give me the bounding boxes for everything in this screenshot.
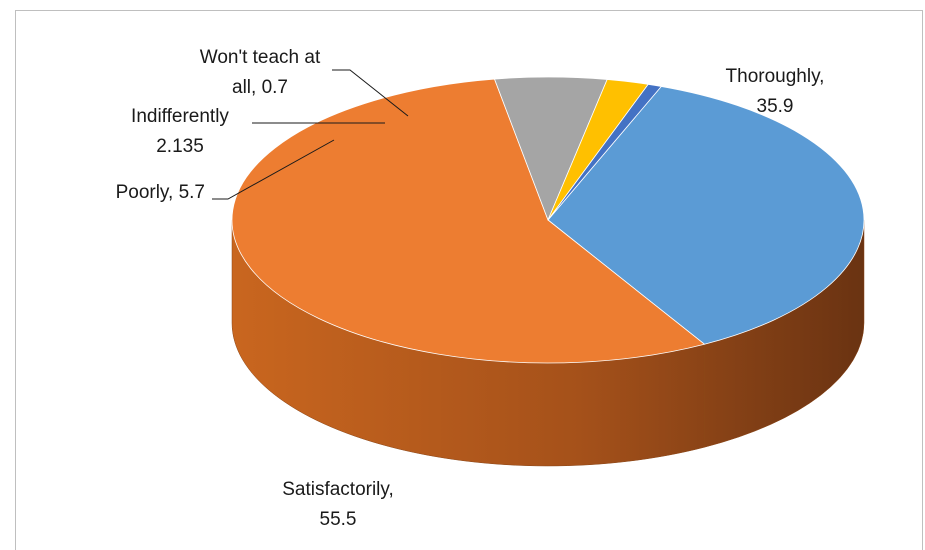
pie-slice-satisfactorily — [231, 78, 705, 364]
data-label-thoroughly: Thoroughly, 35.9 — [726, 66, 825, 117]
data-label-line: Poorly, 5.7 — [116, 182, 205, 203]
data-label-line: Won't teach at — [200, 47, 321, 68]
data-label-satisfactorily: Satisfactorily, 55.5 — [282, 479, 394, 530]
pie-slice-won-t-teach-at-all — [547, 83, 662, 221]
data-label-line: 55.5 — [320, 509, 357, 530]
pie-slice-thoroughly — [547, 86, 865, 345]
leader-line-won-t-teach-at-all — [332, 69, 409, 117]
data-label-poorly: Poorly, 5.7 — [116, 182, 205, 203]
data-label-line: Indifferently — [131, 106, 229, 127]
data-label-line: Satisfactorily, — [282, 479, 394, 500]
leader-line-poorly — [212, 139, 335, 200]
data-label-line: Thoroughly, — [726, 66, 825, 87]
chart-frame — [15, 10, 923, 550]
data-label-won-t-teach-at-all: Won't teach at all, 0.7 — [200, 47, 321, 98]
data-label-line: 2.135 — [156, 136, 204, 157]
data-label-indifferently: Indifferently 2.135 — [131, 106, 229, 157]
data-label-line: 35.9 — [757, 96, 794, 117]
data-label-line: all, 0.7 — [232, 77, 288, 98]
